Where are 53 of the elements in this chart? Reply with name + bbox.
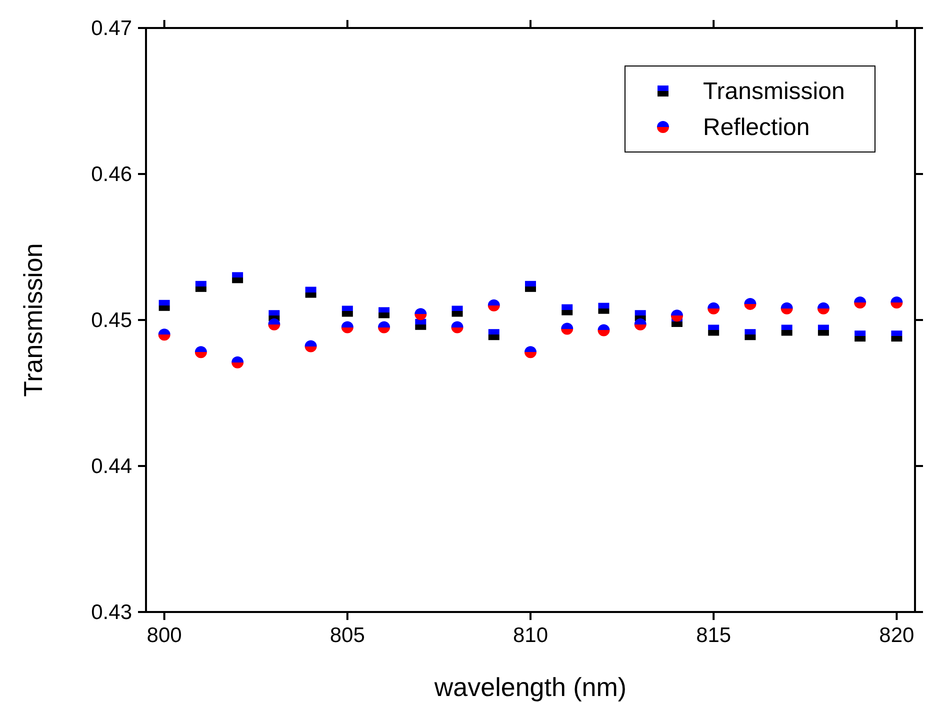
y-tick-label: 0.45 bbox=[91, 309, 132, 332]
x-tick-label: 805 bbox=[330, 624, 365, 647]
point bbox=[744, 329, 756, 340]
point bbox=[414, 308, 427, 320]
point bbox=[780, 302, 793, 314]
point bbox=[488, 329, 500, 340]
point bbox=[488, 299, 500, 312]
point bbox=[818, 324, 829, 336]
legend-label: Reflection bbox=[703, 114, 810, 141]
point bbox=[304, 340, 317, 352]
point bbox=[781, 324, 792, 336]
point bbox=[854, 330, 866, 342]
point bbox=[561, 322, 574, 335]
point bbox=[708, 324, 720, 336]
point bbox=[158, 328, 170, 341]
legend-label: Transmission bbox=[703, 78, 845, 105]
point bbox=[891, 330, 902, 342]
point bbox=[817, 302, 830, 314]
point bbox=[451, 321, 464, 334]
point bbox=[305, 286, 316, 298]
point bbox=[342, 306, 353, 317]
point bbox=[158, 300, 170, 311]
point bbox=[562, 304, 573, 316]
y-tick-label: 0.46 bbox=[91, 163, 132, 186]
point bbox=[890, 296, 903, 308]
x-tick-label: 800 bbox=[146, 624, 182, 647]
point bbox=[670, 310, 683, 322]
point bbox=[525, 280, 536, 292]
y-tick-label: 0.43 bbox=[91, 601, 132, 624]
point bbox=[524, 346, 536, 358]
point bbox=[232, 356, 244, 368]
point bbox=[195, 280, 206, 292]
point bbox=[744, 298, 756, 310]
point bbox=[598, 324, 610, 336]
point bbox=[598, 302, 610, 314]
point bbox=[378, 321, 390, 334]
x-tick-label: 815 bbox=[696, 624, 732, 647]
point bbox=[378, 307, 390, 318]
x-tick-label: 820 bbox=[879, 624, 914, 647]
point bbox=[854, 296, 866, 308]
y-tick-label: 0.44 bbox=[91, 455, 132, 478]
point bbox=[268, 318, 280, 330]
x-axis-title: wavelength (nm) bbox=[433, 672, 627, 702]
x-tick-label: 810 bbox=[512, 624, 548, 647]
y-axis-title: Transmission bbox=[18, 243, 48, 397]
point bbox=[634, 318, 646, 330]
point bbox=[415, 318, 426, 330]
point bbox=[452, 306, 463, 317]
point bbox=[194, 346, 207, 358]
y-tick-label: 0.47 bbox=[91, 17, 132, 40]
point bbox=[708, 302, 720, 314]
point bbox=[341, 321, 354, 334]
point bbox=[232, 272, 244, 284]
